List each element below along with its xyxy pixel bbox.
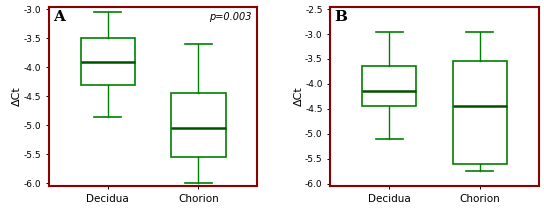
Y-axis label: ΔCt: ΔCt (13, 87, 22, 106)
PathPatch shape (362, 66, 416, 106)
Text: B: B (335, 10, 348, 24)
PathPatch shape (171, 94, 226, 157)
Y-axis label: ΔCt: ΔCt (294, 87, 304, 106)
Text: p=0.003: p=0.003 (208, 12, 251, 22)
PathPatch shape (453, 62, 507, 164)
PathPatch shape (81, 38, 135, 85)
Text: A: A (53, 10, 65, 24)
